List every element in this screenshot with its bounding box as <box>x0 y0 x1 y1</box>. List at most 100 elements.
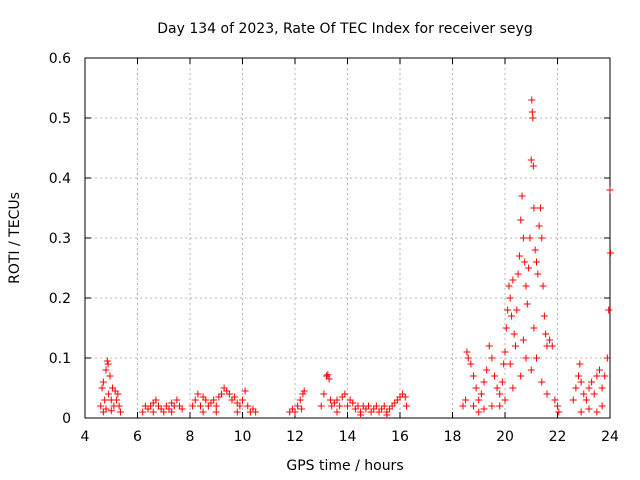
data-point <box>528 96 536 104</box>
data-point <box>513 306 521 314</box>
data-point <box>596 366 603 374</box>
x-tick-label: 6 <box>133 429 142 445</box>
data-point <box>491 372 498 380</box>
data-point <box>480 405 488 413</box>
data-point <box>202 396 210 404</box>
data-point <box>598 384 606 392</box>
data-point <box>483 366 491 374</box>
data-point <box>577 408 585 416</box>
data-point <box>538 234 546 242</box>
data-point <box>239 396 246 404</box>
data-point <box>326 396 334 404</box>
data-point <box>98 384 106 392</box>
data-point <box>522 282 530 290</box>
data-point <box>225 390 233 398</box>
data-point <box>231 393 239 401</box>
data-point <box>160 408 168 416</box>
data-point <box>113 396 120 404</box>
data-point <box>467 360 475 368</box>
data-point <box>605 306 613 314</box>
data-point <box>115 402 123 410</box>
data-point <box>543 390 551 398</box>
data-point <box>514 270 522 278</box>
data-point <box>233 408 241 416</box>
y-axis-label: ROTI / TECUs <box>7 192 23 284</box>
data-point <box>510 330 518 338</box>
data-point <box>496 390 504 398</box>
data-point <box>496 402 504 410</box>
data-point <box>593 408 601 416</box>
data-point <box>212 408 220 416</box>
data-point <box>554 402 561 410</box>
data-point <box>102 405 110 413</box>
x-tick-label: 14 <box>339 429 357 445</box>
data-point <box>505 282 513 290</box>
data-point <box>542 330 550 338</box>
data-point <box>149 408 157 416</box>
data-point <box>401 393 409 401</box>
data-point <box>525 264 533 272</box>
data-point <box>485 342 493 350</box>
data-point <box>116 408 124 416</box>
data-point <box>606 186 614 194</box>
data-point <box>508 312 516 320</box>
data-point <box>296 396 304 404</box>
data-point <box>527 366 535 374</box>
data-point <box>533 354 540 362</box>
data-point <box>105 390 113 398</box>
data-point <box>501 396 509 404</box>
data-point <box>517 372 525 380</box>
data-point <box>294 402 302 410</box>
data-point <box>500 360 508 368</box>
data-point <box>533 258 540 266</box>
data-point <box>341 390 349 398</box>
data-point <box>336 402 344 410</box>
data-point <box>585 405 593 413</box>
data-point <box>522 354 530 362</box>
data-point <box>189 402 197 410</box>
data-point <box>178 405 186 413</box>
data-point <box>488 354 496 362</box>
data-point <box>506 294 514 302</box>
y-tick-label: 0.2 <box>49 291 71 307</box>
data-point <box>403 402 411 410</box>
y-tick-label: 0.4 <box>49 171 71 187</box>
data-point <box>325 375 333 383</box>
data-point <box>582 396 590 404</box>
data-point <box>529 114 537 122</box>
data-point <box>102 366 110 374</box>
data-point <box>534 270 542 278</box>
data-point <box>576 360 584 368</box>
data-point <box>512 342 519 350</box>
data-point <box>97 402 105 410</box>
data-point <box>212 402 220 410</box>
data-point <box>539 282 547 290</box>
data-point <box>517 216 525 224</box>
data-point <box>241 387 249 395</box>
data-point <box>349 399 357 407</box>
data-point <box>99 378 107 386</box>
data-point <box>344 402 351 410</box>
data-point <box>603 354 611 362</box>
data-point <box>501 348 509 356</box>
data-point <box>236 402 244 410</box>
data-point <box>194 390 202 398</box>
data-point <box>475 408 483 416</box>
data-point <box>470 372 477 380</box>
data-point <box>470 402 477 410</box>
data-point <box>463 348 471 356</box>
y-tick-label: 0.3 <box>49 231 71 247</box>
data-point <box>509 384 517 392</box>
tick-labels: 4 6 8 10 12 14 16 18 20 22 24 0 0.1 0.2 0.3 0.4 0.5 0.6 <box>49 51 619 445</box>
data-point <box>210 396 218 404</box>
y-tick-label: 0.1 <box>49 351 71 367</box>
data-point <box>459 402 467 410</box>
data-point <box>540 312 548 320</box>
x-tick-label: 16 <box>391 429 409 445</box>
data-point <box>509 276 517 284</box>
data-point <box>103 357 111 365</box>
x-tick-label: 20 <box>496 429 514 445</box>
data-point <box>590 390 598 398</box>
x-tick-label: 10 <box>234 429 252 445</box>
data-point <box>168 408 176 416</box>
